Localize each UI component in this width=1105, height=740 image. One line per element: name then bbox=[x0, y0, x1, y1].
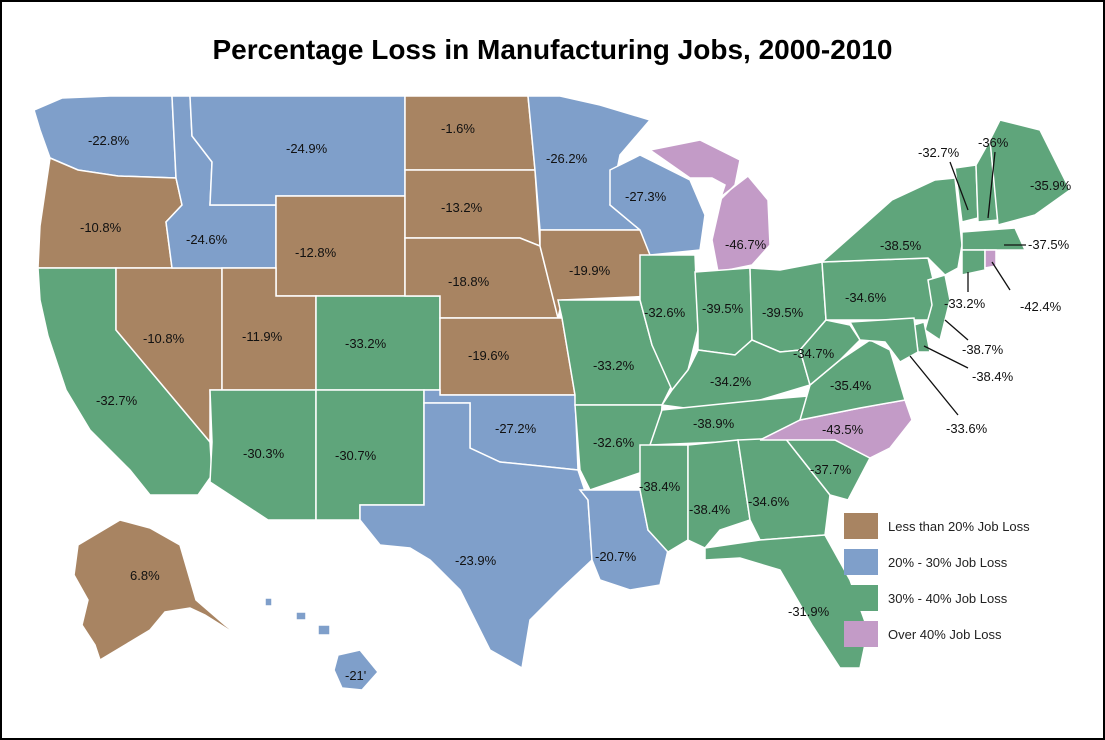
label-la: -20.7% bbox=[595, 549, 637, 564]
label-sd: -13.2% bbox=[441, 200, 483, 215]
legend-label-blue: 20% - 30% Job Loss bbox=[888, 555, 1008, 570]
legend-label-brown: Less than 20% Job Loss bbox=[888, 519, 1030, 534]
label-ks: -19.6% bbox=[468, 348, 510, 363]
leader-lines bbox=[909, 151, 1026, 416]
label-nj: -38.7% bbox=[962, 342, 1004, 357]
label-mo: -33.2% bbox=[593, 358, 635, 373]
label-sc: -37.7% bbox=[810, 462, 852, 477]
legend-swatch-brown bbox=[844, 513, 878, 539]
label-wi: -27.3% bbox=[625, 189, 667, 204]
label-in: -39.5% bbox=[702, 301, 744, 316]
label-ar: -32.6% bbox=[593, 435, 635, 450]
label-md: -33.6% bbox=[946, 421, 988, 436]
label-ri: -42.4% bbox=[1020, 299, 1062, 314]
label-id: -24.6% bbox=[186, 232, 228, 247]
label-mi: -46.7% bbox=[725, 237, 767, 252]
label-co: -33.2% bbox=[345, 336, 387, 351]
legend-label-pink: Over 40% Job Loss bbox=[888, 627, 1002, 642]
legend-swatch-pink bbox=[844, 621, 878, 647]
label-ct: -33.2% bbox=[944, 296, 986, 311]
label-nm: -30.7% bbox=[335, 448, 377, 463]
label-ok: -27.2% bbox=[495, 421, 537, 436]
state-pa bbox=[821, 257, 939, 321]
label-tn: -38.9% bbox=[693, 416, 735, 431]
label-mn: -26.2% bbox=[546, 151, 588, 166]
state-tx bbox=[359, 402, 593, 670]
label-oh: -39.5% bbox=[762, 305, 804, 320]
label-ca: -32.7% bbox=[96, 393, 138, 408]
label-ny: -38.5% bbox=[880, 238, 922, 253]
state-mi bbox=[648, 139, 771, 273]
map-title: Percentage Loss in Manufacturing Jobs, 2… bbox=[212, 34, 893, 65]
label-il: -32.6% bbox=[644, 305, 686, 320]
state-me bbox=[989, 119, 1071, 226]
state-fl bbox=[704, 534, 869, 669]
label-ky: -34.2% bbox=[710, 374, 752, 389]
label-wa: -22.8% bbox=[88, 133, 130, 148]
label-or: -10.8% bbox=[80, 220, 122, 235]
label-al: -38.4% bbox=[689, 502, 731, 517]
legend-swatch-blue bbox=[844, 549, 878, 575]
legend-swatch-green bbox=[844, 585, 878, 611]
state-md bbox=[848, 317, 919, 363]
label-ma: -37.5% bbox=[1028, 237, 1070, 252]
label-nv: -10.8% bbox=[143, 331, 185, 346]
legend: Less than 20% Job Loss 20% - 30% Job Los… bbox=[844, 513, 1030, 647]
label-va: -35.4% bbox=[830, 378, 872, 393]
label-wv: -34.7% bbox=[793, 346, 835, 361]
label-ak: 6.8% bbox=[130, 568, 160, 583]
label-az: -30.3% bbox=[243, 446, 285, 461]
label-de: -38.4% bbox=[972, 369, 1014, 384]
label-ne: -18.8% bbox=[448, 274, 490, 289]
label-wy: -12.8% bbox=[295, 245, 337, 260]
label-ia: -19.9% bbox=[569, 263, 611, 278]
legend-label-green: 30% - 40% Job Loss bbox=[888, 591, 1008, 606]
state-ak bbox=[73, 519, 245, 662]
label-ut: -11.9% bbox=[242, 329, 283, 344]
label-pa: -34.6% bbox=[845, 290, 887, 305]
state-ct bbox=[961, 249, 986, 276]
label-ms: -38.4% bbox=[639, 479, 681, 494]
label-ga: -34.6% bbox=[748, 494, 790, 509]
label-tx: -23.9% bbox=[455, 553, 497, 568]
label-vt: -32.7% bbox=[918, 145, 960, 160]
label-nh: -36% bbox=[978, 135, 1009, 150]
label-nc: -43.5% bbox=[822, 422, 864, 437]
state-nj bbox=[924, 274, 951, 342]
state-hi bbox=[264, 597, 379, 691]
state-ma bbox=[961, 227, 1027, 251]
state-ny bbox=[819, 177, 963, 276]
label-fl: -31.9% bbox=[788, 604, 830, 619]
label-me: -35.9% bbox=[1030, 178, 1072, 193]
state-wi bbox=[609, 154, 706, 256]
label-mt: -24.9% bbox=[286, 141, 328, 156]
label-nd: -1.6% bbox=[441, 121, 475, 136]
label-hi: -21' bbox=[345, 668, 366, 683]
